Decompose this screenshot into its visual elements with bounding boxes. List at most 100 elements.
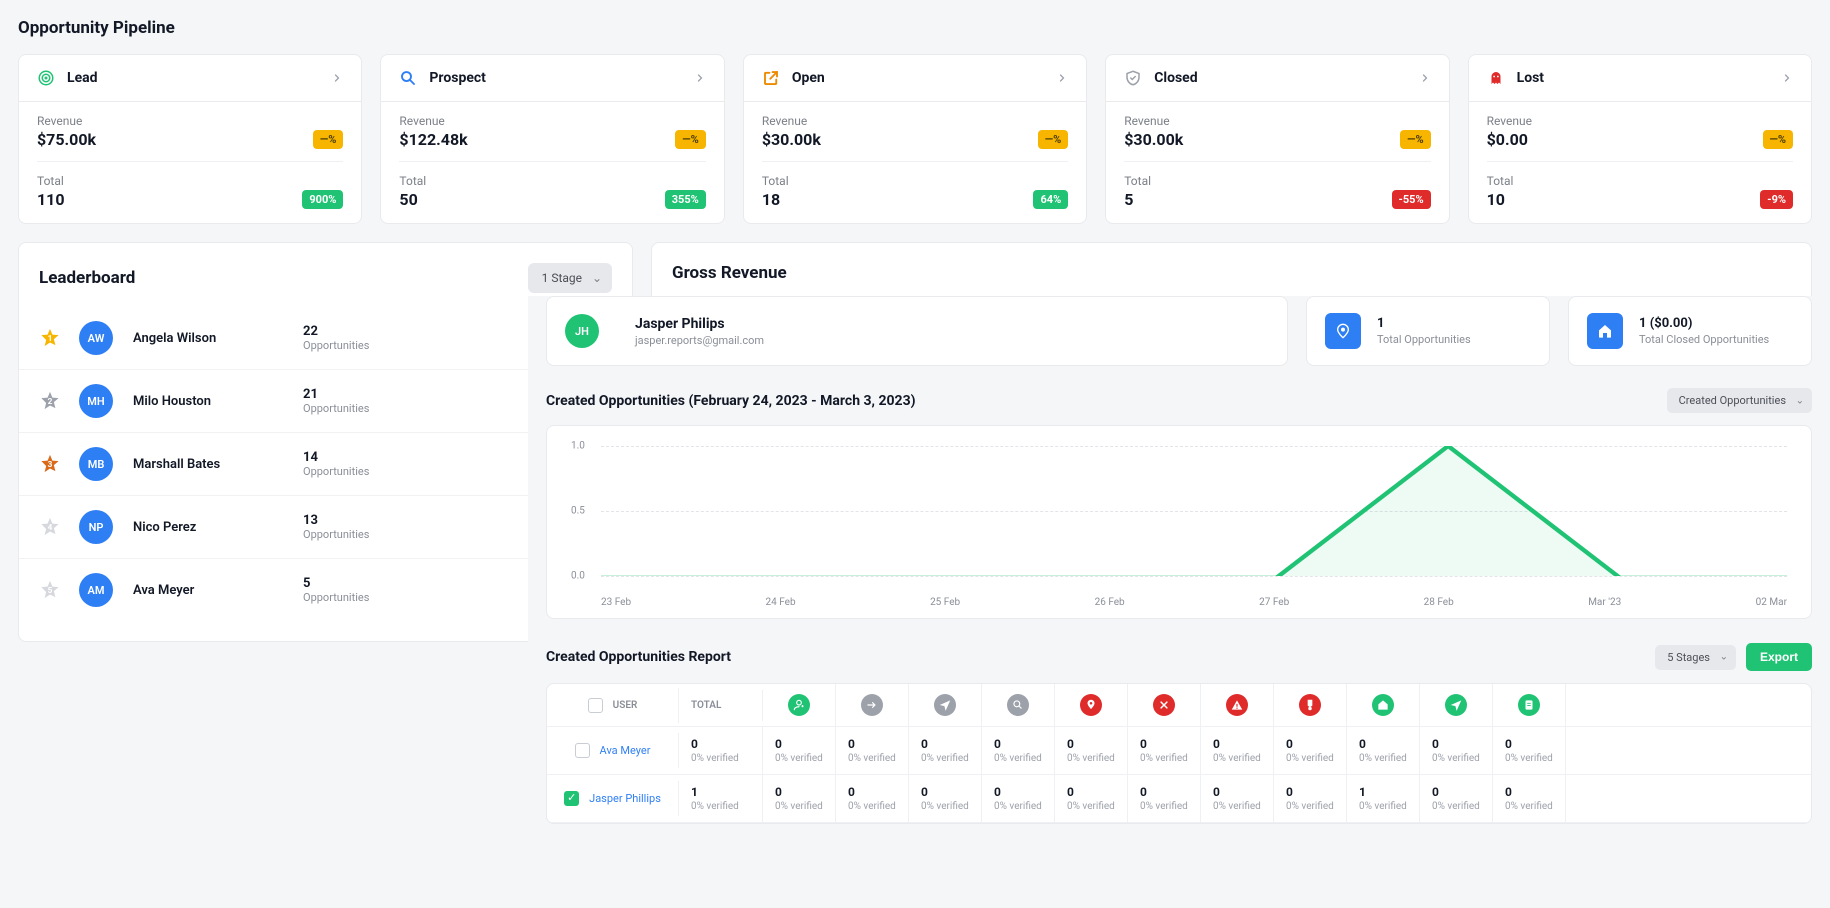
chart-ytick: 0.0 [571,571,585,582]
chart-xtick: 28 Feb [1424,597,1454,608]
leaderboard-stage-dropdown[interactable]: 1 Stage ⌄ [528,263,612,293]
cell-verified: 0% verified [1286,801,1334,812]
cell-value: 0 [848,737,855,751]
cell-value: 1 [1359,785,1366,799]
open-icon [762,69,780,87]
user-name: Angela Wilson [133,331,303,346]
cell-verified: 0% verified [994,801,1042,812]
total-label: Total [399,174,426,188]
pipeline-card-lead[interactable]: Lead Revenue $75.00k —% Total [18,54,362,224]
cell-verified: 0% verified [848,753,896,764]
search-icon [399,69,417,87]
cell-verified: 0% verified [691,753,750,764]
cell-value: 0 [1432,737,1439,751]
total-label: Total [1487,174,1514,188]
col-total: TOTAL [691,700,750,711]
user-name: Nico Perez [133,520,303,535]
ghost-icon [1487,69,1505,87]
report-stages-dropdown[interactable]: 5 Stages ⌄ [1655,645,1736,670]
row-checkbox[interactable] [575,743,590,758]
total-label: Total [37,174,65,188]
chart-ytick: 0.5 [571,506,585,517]
revenue-value: $122.48k [399,130,467,149]
cell-value: 0 [1140,785,1147,799]
user-avatar: MB [79,447,113,481]
pipeline-card-open[interactable]: Open Revenue $30.00k —% Total [743,54,1087,224]
cell-value: 0 [1067,737,1074,751]
cross-icon [1153,694,1175,716]
revenue-pct-badge: —% [675,130,706,149]
cell-verified: 0% verified [775,801,823,812]
revenue-label: Revenue [399,114,467,128]
stage-name: Open [792,70,1056,86]
cell-value: 0 [775,785,782,799]
cell-value: 0 [1505,737,1512,751]
pin-icon [1325,313,1361,349]
export-button[interactable]: Export [1746,643,1812,671]
total-pct-badge: 900% [302,190,343,209]
zoom-icon [1007,694,1029,716]
cell-verified: 0% verified [848,801,896,812]
user-avatar: AW [79,321,113,355]
cell-verified: 0% verified [1140,753,1188,764]
created-chart-dropdown[interactable]: Created Opportunities ⌄ [1667,388,1812,413]
total-pct-badge: -9% [1760,190,1793,209]
user-name: Milo Houston [133,394,303,409]
pipeline-card-closed[interactable]: Closed Revenue $30.00k —% Total [1105,54,1449,224]
stage-name: Closed [1154,70,1418,86]
chart-xtick: 27 Feb [1259,597,1289,608]
stat-value: 1 [1377,316,1471,331]
select-all-checkbox[interactable] [588,698,603,713]
cell-verified: 0% verified [1067,753,1115,764]
home-icon [1587,313,1623,349]
profile-name: Jasper Philips [635,316,764,332]
revenue-label: Revenue [762,114,821,128]
report-row: Ava Meyer 0 0% verified 0 0% verified 0 0% ver… [547,727,1811,775]
revenue-pct-badge: —% [313,130,344,149]
user-avatar: NP [79,510,113,544]
cell-verified: 0% verified [921,753,969,764]
row-checkbox[interactable] [564,791,579,806]
rank-star-icon: 1 [39,327,61,349]
total-label: Total [762,174,789,188]
profile-email: jasper.reports@gmail.com [635,334,764,347]
cell-verified: 0% verified [691,801,750,812]
chevron-down-icon: ⌄ [1796,395,1804,406]
cell-value: 0 [921,785,928,799]
cell-value: 0 [775,737,782,751]
svg-text:3: 3 [48,460,53,470]
user-avatar: AM [79,573,113,607]
cell-value: 0 [994,785,1001,799]
cell-value: 0 [1286,737,1293,751]
badge-icon [1299,694,1321,716]
cell-verified: 0% verified [921,801,969,812]
created-chart-title: Created Opportunities (February 24, 2023… [546,393,1667,409]
created-line-chart [601,446,1787,576]
user-link[interactable]: Ava Meyer [600,744,651,757]
chart-xtick: Mar '23 [1588,597,1621,608]
send-icon [934,694,956,716]
user-link[interactable]: Jasper Phillips [589,792,661,805]
cell-value: 0 [1213,785,1220,799]
cell-verified: 0% verified [1505,801,1553,812]
cell-verified: 0% verified [994,753,1042,764]
stat-value: 1 ($0.00) [1639,316,1769,331]
cell-value: 1 [691,785,750,799]
profile-avatar: JH [565,314,599,348]
pin-icon [1080,694,1102,716]
revenue-pct-badge: —% [1038,130,1069,149]
report-title: Created Opportunities Report [546,649,1655,665]
stat-label: Total Closed Opportunities [1639,333,1769,346]
rank-star-icon: 3 [39,453,61,475]
pipeline-card-prospect[interactable]: Prospect Revenue $122.48k —% Total [380,54,724,224]
user-add-icon [788,694,810,716]
total-value: 18 [762,190,789,209]
created-chart-card: 1.00.50.023 Feb24 Feb25 Feb26 Feb27 Feb2… [546,425,1812,619]
revenue-label: Revenue [1124,114,1183,128]
cell-value: 0 [1432,785,1439,799]
send2-icon [1445,694,1467,716]
pipeline-card-lost[interactable]: Lost Revenue $0.00 —% Total 10 [1468,54,1812,224]
rank-star-icon: 4 [39,516,61,538]
total-value: 10 [1487,190,1514,209]
total-pct-badge: -55% [1392,190,1431,209]
